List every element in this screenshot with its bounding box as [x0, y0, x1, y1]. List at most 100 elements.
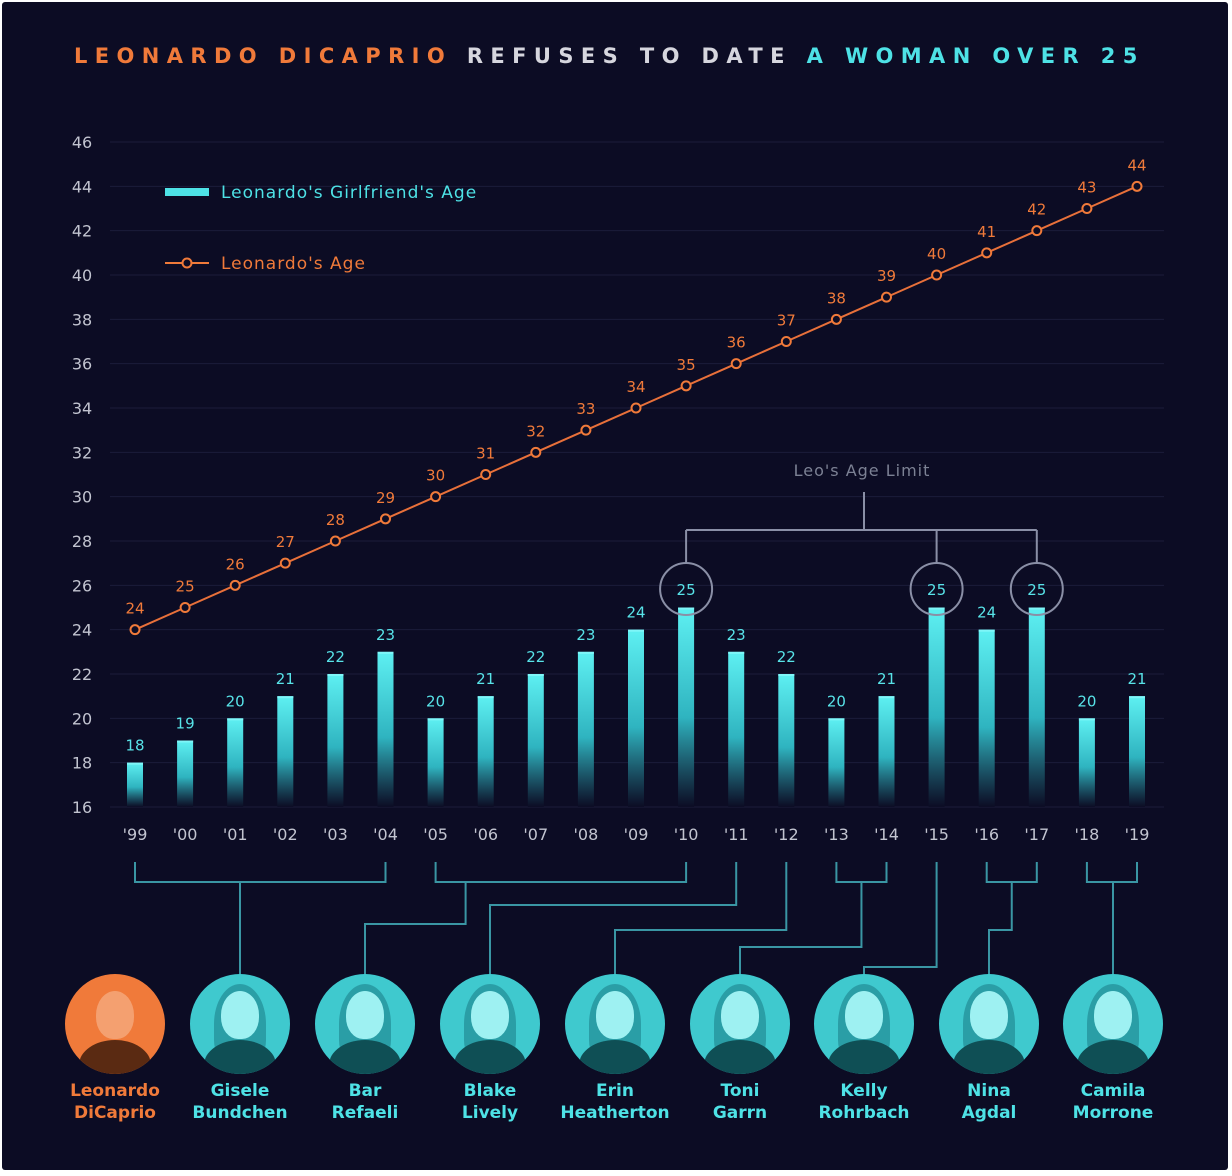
person-last-name: Garrn — [712, 1103, 768, 1123]
person-last-name: Morrone — [1072, 1103, 1154, 1123]
leo-age-point — [179, 602, 191, 613]
girlfriend-age-bar — [878, 696, 895, 807]
legend-leo-label: Leonardo's Age — [221, 254, 366, 274]
person-card: Toni Garrn — [675, 974, 805, 1124]
leo-age-point — [780, 336, 792, 347]
person-avatar — [814, 974, 914, 1074]
person-last-name: Lively — [461, 1103, 519, 1123]
leo-age-label: 33 — [576, 400, 595, 418]
girlfriend-age-label: 19 — [176, 715, 195, 733]
x-tick-label: '99 — [123, 825, 148, 844]
connector-camila-bracket — [1085, 862, 1138, 883]
leo-age-point — [329, 535, 341, 547]
girlfriend-age-bar — [477, 696, 494, 807]
connector-gisele-bracket — [134, 862, 387, 883]
bar-cap — [127, 762, 143, 765]
leo-age-label: 26 — [226, 555, 245, 573]
x-tick-label: '12 — [774, 825, 799, 844]
age-limit-annotation: 25 25 25 — [659, 492, 1064, 616]
leo-age-point — [730, 358, 742, 370]
person-first-name: Camila — [1080, 1081, 1146, 1101]
bar-cap — [678, 607, 695, 610]
leo-age-label: 39 — [877, 267, 896, 285]
legend-bar-swatch — [165, 188, 209, 196]
leo-age-label: 25 — [176, 578, 195, 596]
girlfriend-age-bar — [377, 651, 394, 807]
person-last-name: DiCaprio — [74, 1103, 156, 1123]
limit-circle — [659, 562, 714, 616]
girlfriend-age-label: 21 — [877, 670, 896, 688]
leo-age-label: 38 — [827, 289, 846, 307]
girlfriend-age-bar — [1028, 607, 1045, 807]
person-avatar — [315, 974, 415, 1074]
girlfriend-age-label: 21 — [276, 670, 295, 688]
connector-bar-bracket — [434, 862, 688, 883]
y-tick-label: 44 — [72, 177, 92, 196]
girlfriend-age-label: 21 — [476, 670, 495, 688]
y-tick-label: 34 — [72, 399, 92, 418]
y-tick-label: 16 — [72, 798, 92, 817]
girlfriend-age-bar — [978, 629, 995, 807]
x-tick-label: '15 — [924, 825, 949, 844]
bar-cap — [728, 651, 745, 654]
girlfriend-age-label: 20 — [827, 692, 846, 710]
leo-age-label: 41 — [977, 223, 996, 241]
y-tick-label: 18 — [72, 754, 92, 773]
girlfriend-age-bar — [227, 718, 244, 807]
leo-age-label: 34 — [626, 378, 645, 396]
person-first-name: Nina — [967, 1081, 1011, 1101]
person-last-name: Refaeli — [331, 1103, 399, 1123]
leo-age-point — [229, 579, 241, 591]
girlfriend-age-label: 18 — [125, 737, 144, 755]
leo-age-point — [981, 247, 993, 259]
y-tick-label: 26 — [72, 576, 92, 595]
x-tick-label: '14 — [874, 825, 899, 844]
leo-age-point — [129, 624, 141, 636]
bar-cap — [628, 629, 644, 632]
limit-circle — [1009, 562, 1064, 616]
y-axis: 16 18 20 22 24 26 28 30 32 34 36 38 40 42 44 46 — [72, 133, 92, 817]
person-avatar — [1063, 974, 1163, 1074]
girlfriend-age-label: 20 — [1077, 692, 1096, 710]
y-tick-label: 20 — [72, 709, 92, 728]
leo-age-label: 30 — [426, 467, 445, 485]
connector-bar-stem — [364, 882, 467, 978]
bar-cap — [477, 696, 494, 699]
person-avatar — [565, 974, 665, 1074]
legend-girlfriend-label: Leonardo's Girlfriend's Age — [221, 183, 477, 203]
person-avatar — [690, 974, 790, 1074]
person-last-name: Rohrbach — [818, 1103, 910, 1123]
girlfriend-age-label: 20 — [226, 692, 245, 710]
connector-erin — [614, 862, 788, 978]
x-tick-label: '01 — [223, 825, 248, 844]
girlfriend-age-bar — [628, 629, 644, 807]
x-tick-label: '17 — [1024, 825, 1049, 844]
leo-age-point — [1081, 203, 1093, 214]
leo-age-line: 24 25 26 27 28 29 30 31 32 33 34 35 36 37 38 39 40 41 42 43… — [125, 156, 1147, 636]
x-tick-label: '02 — [273, 825, 298, 844]
person-first-name: Leonardo — [70, 1081, 160, 1101]
girlfriend-age-bar — [728, 651, 745, 807]
leo-age-point — [1131, 180, 1143, 192]
x-tick-label: '05 — [423, 825, 448, 844]
connector-kelly — [863, 862, 938, 978]
y-tick-label: 38 — [72, 310, 92, 329]
person-last-name: Heatherton — [560, 1103, 670, 1123]
leo-age-label: 40 — [927, 245, 946, 263]
girlfriend-age-label: 23 — [576, 626, 595, 644]
leo-age-point — [380, 513, 391, 525]
bar-cap — [377, 651, 394, 654]
x-tick-label: '00 — [173, 825, 198, 844]
girlfriend-age-bar — [928, 607, 945, 807]
bar-cap — [177, 740, 194, 743]
girlfriend-age-label: 21 — [1127, 670, 1146, 688]
person-card: Gisele Bundchen — [175, 974, 305, 1124]
person-avatar — [190, 974, 290, 1074]
connector-nina-bracket — [985, 862, 1038, 883]
person-first-name: Toni — [720, 1081, 760, 1101]
y-tick-label: 32 — [72, 443, 92, 462]
girlfriend-age-bar — [1129, 696, 1145, 807]
leo-age-point — [530, 446, 542, 458]
bar-cap — [427, 718, 444, 721]
connector-nina-stem — [988, 882, 1013, 978]
